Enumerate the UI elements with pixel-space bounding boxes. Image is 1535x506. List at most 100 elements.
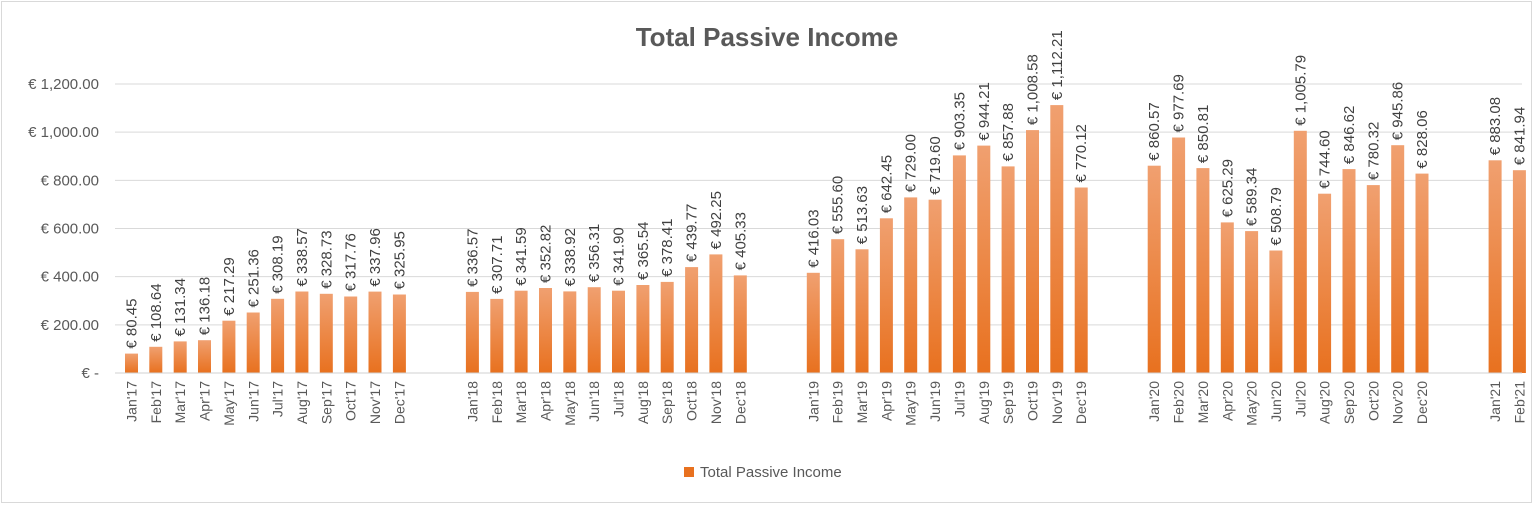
- x-tick-label: May'18: [562, 381, 578, 426]
- bar: [952, 155, 966, 373]
- x-tick-label: Feb'20: [1171, 381, 1187, 424]
- x-tick-label: Jan'20: [1146, 381, 1162, 422]
- bar: [344, 296, 358, 373]
- data-label: € 513.63: [854, 186, 871, 244]
- x-tick-label: Nov'20: [1390, 381, 1406, 424]
- bar: [1293, 130, 1307, 373]
- bar: [1415, 173, 1429, 373]
- bar: [1220, 222, 1234, 373]
- x-tick-label: Oct'19: [1025, 381, 1041, 421]
- bar: [1269, 250, 1283, 373]
- data-label: € 744.60: [1317, 130, 1334, 188]
- data-label: € 352.82: [538, 225, 555, 283]
- x-tick-label: Dec'19: [1073, 381, 1089, 424]
- bar: [198, 340, 211, 373]
- x-tick-label: Dec'17: [391, 381, 407, 424]
- data-label: € 780.32: [1365, 122, 1382, 180]
- bar: [709, 254, 723, 373]
- data-label: € 944.21: [976, 82, 993, 140]
- x-tick-label: Jan'19: [805, 381, 821, 422]
- x-tick-label: Jan'17: [124, 381, 140, 422]
- data-label: € 328.73: [318, 230, 335, 288]
- bar: [465, 291, 479, 373]
- bar: [806, 272, 820, 373]
- x-tick-label: Jan'21: [1487, 381, 1503, 422]
- legend: Total Passive Income: [684, 464, 842, 481]
- x-tick-label: Dec'20: [1414, 381, 1430, 424]
- y-tick-label: € 800.00: [41, 172, 99, 189]
- bar: [125, 353, 138, 373]
- bar: [1074, 187, 1088, 373]
- data-label: € 136.18: [197, 277, 214, 335]
- x-tick-label: Sep'20: [1341, 381, 1357, 424]
- y-tick-label: € 1,200.00: [28, 76, 99, 93]
- bars: [125, 105, 1526, 373]
- x-tick-label: Feb'19: [830, 381, 846, 424]
- bar: [1342, 169, 1356, 373]
- data-label: € 850.81: [1195, 105, 1212, 163]
- x-tick-label: Apr'18: [538, 381, 554, 421]
- data-label: € 729.00: [903, 134, 920, 192]
- data-label: € 405.33: [732, 212, 749, 270]
- data-label: € 883.08: [1487, 97, 1504, 155]
- bar: [1366, 185, 1380, 373]
- data-label: € 1,005.79: [1292, 55, 1309, 126]
- bar: [977, 145, 991, 373]
- x-tick-label: Jun'19: [927, 381, 943, 422]
- x-tick-label: Apr'20: [1219, 381, 1235, 421]
- bar: [1512, 170, 1526, 373]
- bar: [928, 199, 942, 373]
- x-tick-label: Sep'18: [659, 381, 675, 424]
- bar: [733, 275, 747, 373]
- x-tick-label: Jun'17: [245, 381, 261, 422]
- bar: [319, 293, 333, 373]
- bar: [1196, 168, 1210, 373]
- data-label: € 439.77: [684, 204, 701, 262]
- x-tick-label: Aug'19: [976, 381, 992, 424]
- data-label: € 356.31: [586, 224, 603, 282]
- x-tick-label: Oct'18: [684, 381, 700, 421]
- x-tick-label: Jun'18: [586, 381, 602, 422]
- x-tick-label: Dec'18: [732, 381, 748, 424]
- data-label: € 308.19: [270, 235, 287, 293]
- y-axis-ticks: € - € 200.00 € 400.00 € 600.00 € 800.00 € 1,0…: [28, 76, 99, 382]
- y-tick-label: € 200.00: [41, 317, 99, 334]
- x-tick-label: Jul'18: [611, 381, 627, 417]
- data-label: € 338.92: [562, 228, 579, 286]
- data-label: € 416.03: [805, 209, 822, 267]
- data-label: € 365.54: [635, 222, 652, 280]
- data-label: € 719.60: [927, 136, 944, 194]
- data-label: € 341.90: [611, 227, 628, 285]
- bar: [295, 291, 309, 373]
- data-label: € 317.76: [343, 233, 360, 291]
- bar: [149, 346, 163, 373]
- bar: [514, 290, 528, 373]
- data-label: € 131.34: [172, 278, 189, 336]
- bar: [173, 341, 187, 373]
- bar: [831, 239, 845, 373]
- x-tick-label: Nov'19: [1049, 381, 1065, 424]
- bar: [587, 287, 601, 373]
- bar: [660, 281, 674, 373]
- x-tick-label: May'20: [1244, 381, 1260, 426]
- bar: [879, 218, 893, 373]
- x-tick-label: Sep'17: [318, 381, 334, 424]
- x-tick-label: Aug'18: [635, 381, 651, 424]
- data-label: € 770.12: [1073, 124, 1090, 182]
- data-label: € 846.62: [1341, 106, 1358, 164]
- data-label: € 251.36: [245, 249, 262, 307]
- x-tick-label: Jun'20: [1268, 381, 1284, 422]
- bar: [685, 267, 699, 373]
- bar: [368, 291, 382, 373]
- x-tick-label: Jan'18: [464, 381, 480, 422]
- bar: [612, 290, 625, 373]
- data-label: € 307.71: [489, 236, 506, 294]
- x-tick-label: Mar'18: [513, 381, 529, 424]
- data-labels: € 80.45 € 108.64 € 131.34 € 136.18 € 217.29 €…: [124, 30, 1529, 348]
- x-tick-label: Feb'21: [1511, 381, 1527, 424]
- x-tick-label: Mar'17: [172, 381, 188, 424]
- bar: [1172, 137, 1186, 373]
- bar: [246, 312, 260, 373]
- x-tick-label: Aug'17: [294, 381, 310, 424]
